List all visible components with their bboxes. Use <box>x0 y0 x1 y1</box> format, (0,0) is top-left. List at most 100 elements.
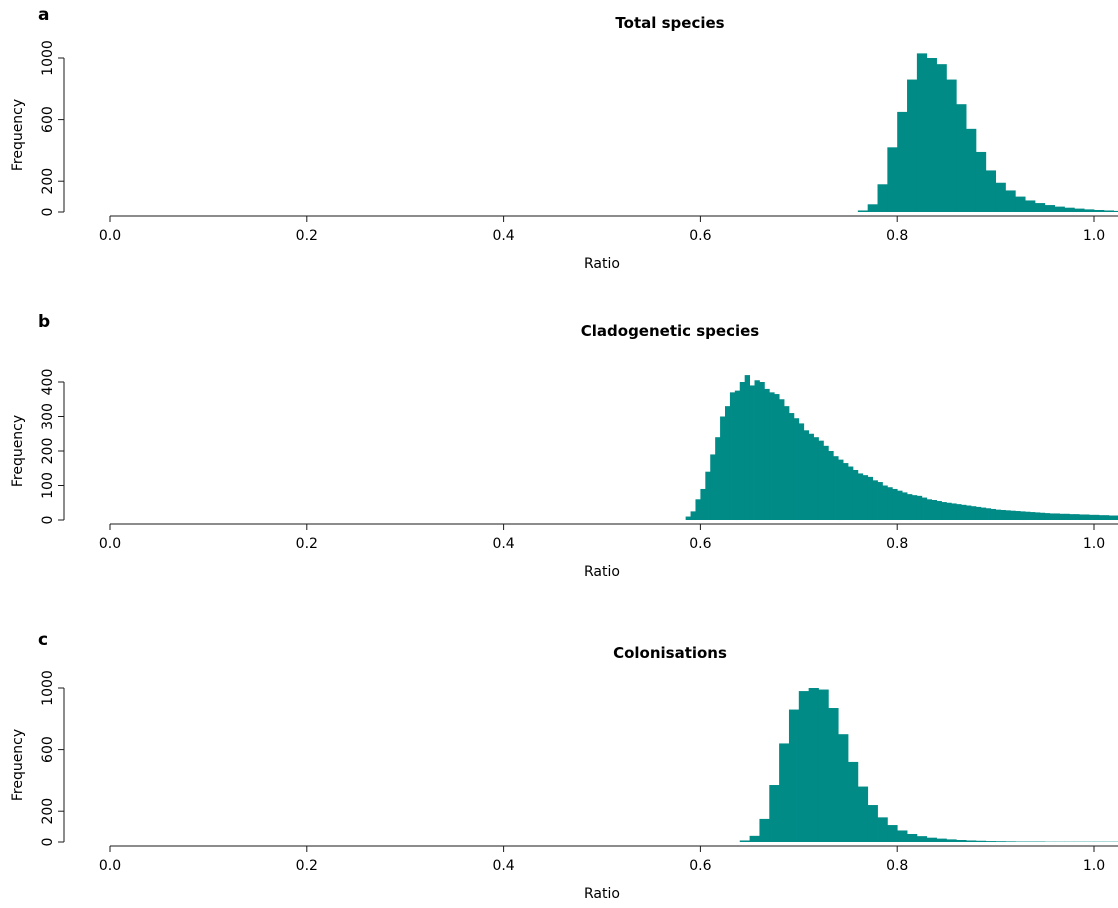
histogram-bar <box>828 708 839 842</box>
x-tick-label: 0.2 <box>296 536 318 552</box>
histogram-bar <box>946 502 952 520</box>
histogram-bar <box>848 761 859 842</box>
histogram-bar <box>867 476 873 521</box>
histogram-bar <box>715 437 721 520</box>
histogram-bar <box>1044 513 1051 520</box>
histogram-bar <box>995 841 1006 842</box>
histogram-bar <box>848 466 854 520</box>
histogram-bar <box>936 64 947 212</box>
histogram-bar <box>1015 196 1026 212</box>
panel-a: a Total species 0.0 0.2 0.4 0.6 0.8 1.0 Ratio 0 20… <box>10 5 1118 272</box>
histogram-bar <box>1103 515 1110 520</box>
histogram-bar <box>690 511 696 521</box>
x-tick-label: 0.4 <box>492 858 514 874</box>
y-tick-label: 100 <box>40 472 56 499</box>
histogram-bar <box>907 494 913 521</box>
y-tick-label: 300 <box>40 403 56 430</box>
histogram-bar <box>1079 514 1085 520</box>
histogram-bar <box>685 516 691 520</box>
histogram-bar <box>1020 511 1026 521</box>
x-axis-label: Ratio <box>584 256 620 272</box>
histogram-bar <box>1025 200 1036 212</box>
histogram-bar <box>975 506 982 520</box>
histogram-bar <box>897 830 908 842</box>
histogram-bar <box>818 689 829 842</box>
histogram-bar <box>887 147 898 212</box>
x-tick-label: 0.4 <box>492 228 514 244</box>
histogram-bar <box>749 385 755 520</box>
histogram-bar <box>803 430 810 520</box>
panel-title: Cladogenetic species <box>581 322 760 340</box>
histogram-bar <box>823 445 829 520</box>
x-tick-label: 1.0 <box>1083 858 1105 874</box>
histogram-bar <box>744 375 750 520</box>
histogram-bar <box>956 840 967 842</box>
y-tick-label: 1000 <box>40 40 56 76</box>
panel-title: Colonisations <box>613 644 727 662</box>
histogram-bar <box>966 840 977 842</box>
panel-b: b Cladogenetic species 0.0 0.2 0.4 0.6 0.8 1.0 R… <box>10 312 1118 580</box>
histogram-bars <box>857 53 1118 212</box>
y-tick-label: 600 <box>40 106 56 133</box>
histogram-bar <box>852 469 859 520</box>
histogram-bar <box>961 504 967 520</box>
histogram-bar <box>1030 512 1036 520</box>
histogram-bar <box>779 399 785 520</box>
histogram-bar <box>990 508 996 520</box>
histogram-bar <box>946 79 957 212</box>
histogram-bar <box>995 182 1006 212</box>
histogram-bar <box>1015 511 1021 520</box>
histogram-bar <box>1054 206 1065 212</box>
x-tick-label: 0.6 <box>689 536 711 552</box>
histogram-bar <box>985 508 992 520</box>
y-axis-label: Frequency <box>10 415 26 487</box>
histogram-bar <box>916 53 928 212</box>
x-tick-label: 0.0 <box>99 858 121 874</box>
histogram-bar <box>1005 190 1016 212</box>
histogram-bar <box>951 503 957 520</box>
histogram-bar <box>980 507 987 520</box>
histogram-bar <box>788 709 800 842</box>
histogram-bar <box>764 388 770 520</box>
histogram-bar <box>946 839 957 842</box>
histogram-bar <box>857 210 869 212</box>
y-axis-label: Frequency <box>10 99 26 171</box>
histogram-bar <box>966 505 972 520</box>
histogram-bar <box>867 805 878 842</box>
histogram-bar <box>1113 210 1118 212</box>
histogram-bar <box>936 838 947 842</box>
histogram-bar <box>985 170 996 212</box>
x-axis-label: Ratio <box>584 564 620 580</box>
histogram-bar <box>897 111 908 212</box>
x-tick-label: 0.4 <box>492 536 514 552</box>
y-tick-label: 0 <box>40 838 56 847</box>
histogram-bar <box>857 786 869 842</box>
histogram-bar <box>1059 513 1065 520</box>
histogram-bar <box>887 487 893 520</box>
x-tick-label: 0.2 <box>296 858 318 874</box>
histogram-bar <box>1069 514 1075 520</box>
histogram-bar <box>1094 514 1100 520</box>
histogram-bar <box>734 390 741 521</box>
histogram-bar <box>956 104 967 212</box>
histogram-bar <box>911 495 918 520</box>
histogram-bar <box>1074 208 1085 212</box>
histogram-bar <box>1034 512 1041 520</box>
histogram-bar <box>695 499 701 520</box>
x-tick-label: 1.0 <box>1083 228 1105 244</box>
y-tick-label: 1000 <box>40 670 56 706</box>
y-tick-label: 0 <box>40 208 56 217</box>
histogram-bar <box>1064 207 1075 212</box>
histogram-bar <box>926 499 933 520</box>
x-tick-label: 0.2 <box>296 228 318 244</box>
histogram-bar <box>739 382 746 520</box>
histogram-bar <box>813 437 819 520</box>
histogram-bar <box>818 440 824 520</box>
histogram-bar <box>720 416 726 520</box>
histogram-bar <box>749 835 760 842</box>
panel-c: c Colonisations 0.0 0.2 0.4 0.6 0.8 1.0 Ratio 0 20… <box>10 630 1118 902</box>
histogram-bar <box>857 473 864 520</box>
x-tick-label: 0.0 <box>99 228 121 244</box>
histogram-bar <box>1054 513 1060 520</box>
